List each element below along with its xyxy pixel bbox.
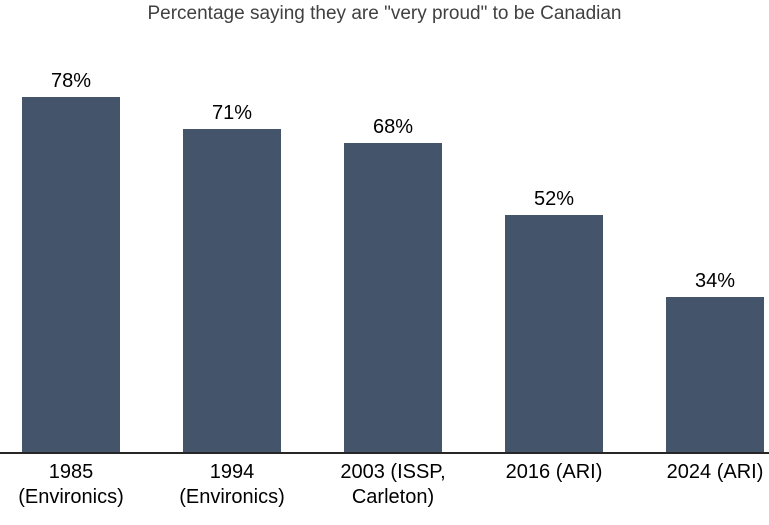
bar-value-label: 71% <box>211 102 253 124</box>
bar <box>344 143 442 452</box>
bar-value-label: 78% <box>50 70 92 92</box>
x-axis-label: 2024 (ARI) <box>666 461 764 483</box>
x-axis-label: 2003 (ISSP, Carleton) <box>340 461 446 508</box>
bar <box>505 215 603 452</box>
bar <box>22 97 120 452</box>
bar <box>183 129 281 452</box>
x-axis-label: 2016 (ARI) <box>505 461 603 483</box>
bar <box>666 297 764 452</box>
chart-title: Percentage saying they are "very proud" … <box>147 3 622 24</box>
x-axis-label: 1985 (Environics) <box>18 461 124 508</box>
x-axis-label: 1994 (Environics) <box>179 461 285 508</box>
bar-value-label: 52% <box>533 188 575 210</box>
x-axis-line <box>0 452 769 454</box>
bar-value-label: 34% <box>694 270 736 292</box>
bar-value-label: 68% <box>372 116 414 138</box>
